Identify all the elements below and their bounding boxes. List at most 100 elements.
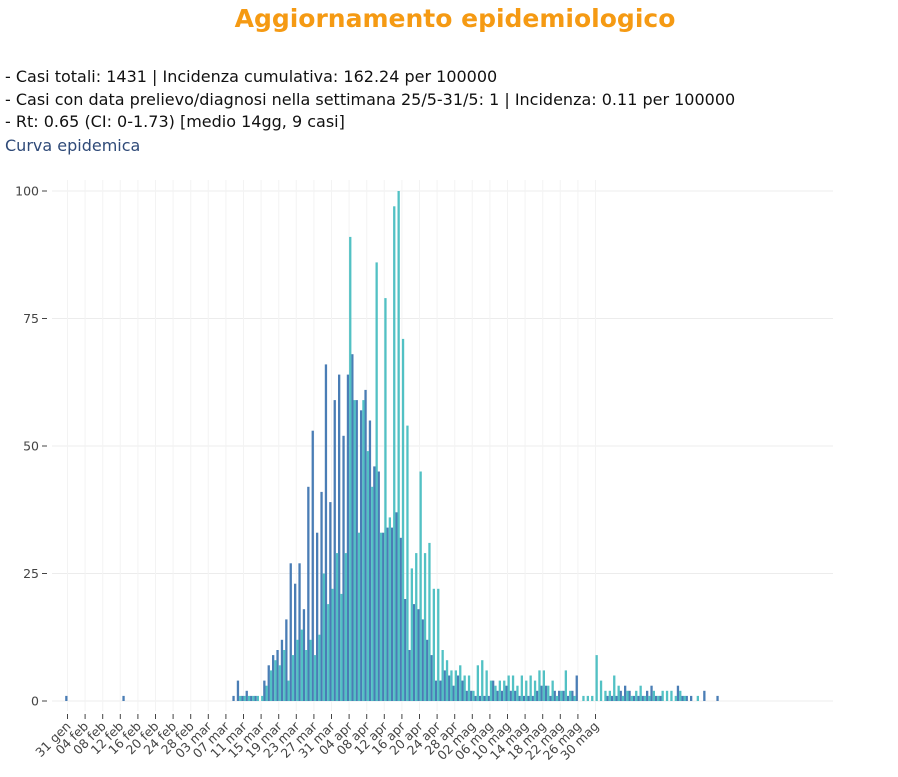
bar: [298, 563, 301, 701]
bar: [560, 690, 563, 701]
bar: [377, 471, 380, 701]
bar: [384, 298, 387, 701]
bar: [566, 695, 570, 701]
bar: [419, 471, 422, 701]
bar: [485, 670, 488, 701]
bar: [274, 660, 277, 701]
bar: [426, 639, 429, 701]
bar: [514, 690, 517, 701]
bar: [324, 364, 328, 701]
bar: [459, 665, 462, 701]
bar: [518, 695, 521, 701]
bar: [529, 675, 532, 701]
bar: [610, 695, 614, 701]
bar: [351, 354, 354, 701]
bar: [397, 191, 400, 701]
bar: [399, 537, 402, 701]
bar: [472, 690, 475, 701]
bar: [243, 695, 246, 701]
bar: [575, 675, 578, 701]
bar: [454, 670, 457, 701]
bar: [525, 680, 528, 701]
bar: [335, 553, 339, 701]
bar: [558, 690, 561, 701]
bar: [355, 400, 358, 701]
bar: [494, 685, 497, 701]
bar: [487, 695, 490, 701]
bar: [654, 695, 658, 701]
y-tick-label: 50: [23, 439, 39, 454]
bar: [665, 690, 669, 701]
bar: [679, 690, 682, 701]
bar: [364, 389, 367, 701]
bar: [450, 670, 453, 701]
bar: [340, 593, 343, 701]
bar: [531, 695, 534, 701]
bar: [430, 655, 433, 701]
bar: [511, 675, 515, 701]
bar: [527, 695, 530, 701]
bar: [313, 655, 317, 701]
y-tick-label: 0: [31, 694, 39, 709]
bar: [307, 486, 310, 701]
bar: [432, 588, 435, 701]
bar: [287, 680, 290, 701]
bar: [657, 695, 660, 701]
bar: [595, 655, 598, 701]
bar: [555, 695, 559, 701]
bar: [467, 675, 471, 701]
bar: [509, 690, 512, 701]
bar: [239, 695, 242, 701]
bar: [461, 680, 464, 701]
bar: [615, 695, 618, 701]
bar: [538, 670, 541, 701]
bar: [417, 609, 420, 701]
bar: [470, 690, 473, 701]
bar: [412, 604, 416, 701]
chart-subtitle: Curva epidemica: [5, 136, 141, 155]
bar: [318, 634, 321, 701]
chart-grid: [52, 180, 833, 711]
bar: [448, 675, 451, 701]
bars-series-b: [239, 191, 699, 702]
bar: [269, 670, 273, 701]
bar: [465, 690, 468, 701]
bar: [676, 685, 680, 701]
bar: [254, 695, 257, 701]
bar: [408, 650, 411, 701]
bar: [533, 680, 537, 701]
bar: [247, 695, 251, 701]
bar: [267, 665, 270, 701]
bar: [463, 675, 466, 701]
bar: [338, 374, 341, 701]
bar: [357, 532, 361, 701]
bar: [670, 690, 673, 701]
bar: [540, 685, 543, 701]
bar: [516, 685, 519, 701]
bar: [478, 695, 482, 701]
bar: [604, 690, 607, 701]
bar: [496, 690, 499, 701]
bar: [390, 527, 394, 701]
bar: [300, 629, 303, 701]
bar: [373, 466, 376, 701]
bar: [582, 695, 585, 701]
bar: [690, 695, 693, 701]
bar: [628, 690, 631, 701]
bar: [553, 690, 556, 701]
bar: [439, 680, 442, 701]
bar: [415, 553, 418, 701]
bar: [311, 430, 314, 701]
bar: [635, 690, 638, 701]
bar: [571, 690, 574, 701]
bar: [681, 695, 684, 701]
bar: [241, 695, 244, 701]
bar: [520, 675, 523, 701]
bar: [674, 695, 677, 701]
bar: [344, 553, 347, 701]
bar: [703, 690, 706, 701]
bar: [474, 695, 477, 701]
bar: [562, 690, 565, 701]
bar: [606, 695, 609, 701]
